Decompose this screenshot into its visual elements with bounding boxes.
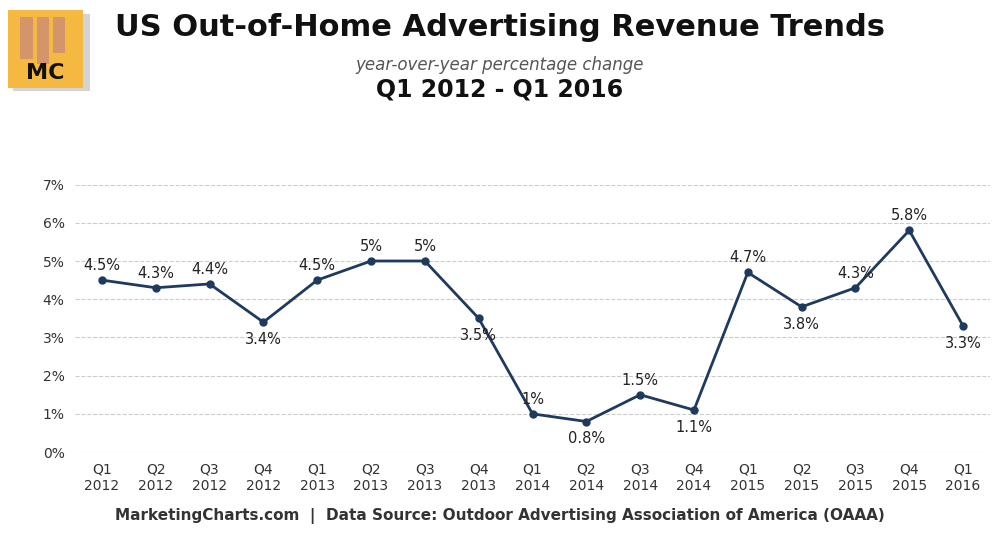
Text: 4.4%: 4.4% <box>191 262 228 277</box>
Text: 4.7%: 4.7% <box>729 250 766 265</box>
Text: 5%: 5% <box>360 239 383 254</box>
Bar <box>53 17 65 53</box>
Bar <box>20 17 33 59</box>
Text: MC: MC <box>26 63 65 83</box>
Text: 1%: 1% <box>521 392 544 407</box>
Bar <box>37 17 49 64</box>
Text: US Out-of-Home Advertising Revenue Trends: US Out-of-Home Advertising Revenue Trend… <box>115 13 885 42</box>
Text: 3.3%: 3.3% <box>945 335 981 350</box>
Text: 4.5%: 4.5% <box>83 258 120 273</box>
Text: Q1 2012 - Q1 2016: Q1 2012 - Q1 2016 <box>376 78 624 102</box>
Text: 5.8%: 5.8% <box>891 209 928 224</box>
Text: 0.8%: 0.8% <box>568 431 605 446</box>
Text: MarketingCharts.com  |  Data Source: Outdoor Advertising Association of America : MarketingCharts.com | Data Source: Outdo… <box>115 508 885 524</box>
Text: 3.8%: 3.8% <box>783 317 820 332</box>
Text: year-over-year percentage change: year-over-year percentage change <box>356 56 644 74</box>
Text: 4.3%: 4.3% <box>137 266 174 281</box>
Text: 4.5%: 4.5% <box>299 258 336 273</box>
Text: 3.5%: 3.5% <box>460 328 497 343</box>
Text: 1.5%: 1.5% <box>622 373 659 388</box>
Text: 4.3%: 4.3% <box>837 266 874 281</box>
Text: 5%: 5% <box>413 239 436 254</box>
Text: 1.1%: 1.1% <box>675 420 712 435</box>
Text: 3.4%: 3.4% <box>245 332 282 347</box>
